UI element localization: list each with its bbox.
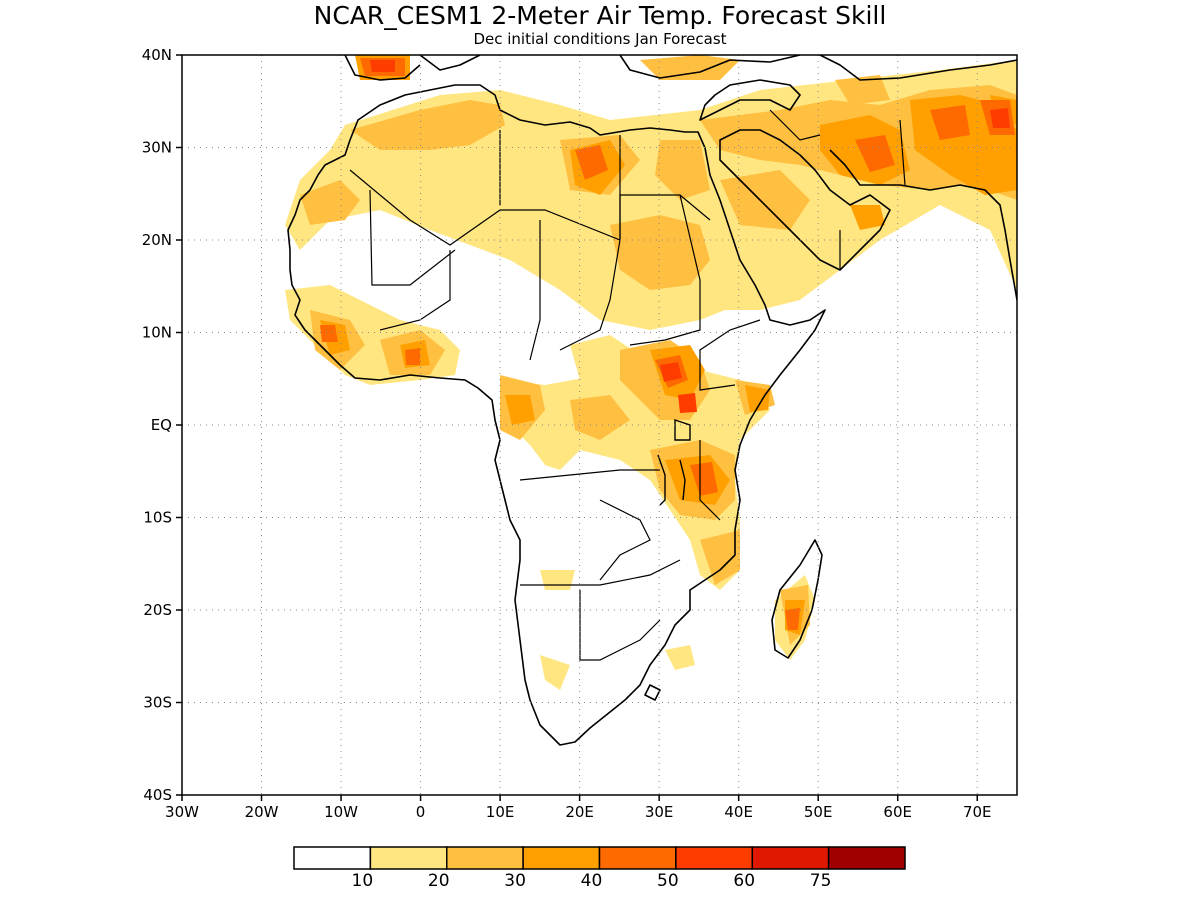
lon-tick-label: 40E [724, 803, 753, 821]
lat-tick-label: EQ [151, 416, 172, 434]
lat-tick-label: 30S [143, 694, 172, 712]
lat-tick-label: 20N [142, 231, 172, 249]
colorbar-swatch [827, 846, 906, 870]
colorbar-label: 20 [428, 871, 450, 891]
colorbar-label: 40 [581, 871, 603, 891]
lon-tick-label: 20E [565, 803, 594, 821]
lon-axis: 30W 20W 10W 0 10E 20E 30E 40E 50E 60E 70E [165, 795, 992, 821]
lakes [657, 419, 691, 506]
colorbar-label: 60 [733, 871, 755, 891]
colorbar-swatch [522, 846, 601, 870]
colorbar-swatch [751, 846, 830, 870]
country-borders [349, 109, 906, 661]
lat-tick-label: 10N [142, 324, 172, 342]
skill-50-60-shading [370, 60, 1010, 413]
lat-tick-label: 10S [143, 509, 172, 527]
lon-tick-label: 10E [486, 803, 515, 821]
lat-tick-label: 40N [142, 46, 172, 64]
lat-tick-label: 40S [143, 786, 172, 804]
colorbar-label: 10 [352, 871, 374, 891]
lon-tick-label: 30E [645, 803, 674, 821]
chart-subtitle: Dec initial conditions Jan Forecast [473, 30, 726, 48]
colorbar-label: 50 [657, 871, 679, 891]
colorbar-label: 75 [810, 871, 832, 891]
colorbar-swatch [675, 846, 753, 870]
lon-tick-label: 20W [245, 803, 279, 821]
lon-tick-label: 30W [165, 803, 199, 821]
lon-tick-label: 60E [883, 803, 912, 821]
colorbar-swatch [369, 846, 448, 870]
colorbar-label: 30 [504, 871, 526, 891]
colorbar: 10 20 30 40 50 60 75 [293, 846, 906, 891]
lon-tick-label: 70E [963, 803, 992, 821]
colorbar-swatch [293, 846, 372, 870]
lon-tick-label: 50E [804, 803, 833, 821]
colorbar-swatch [598, 846, 677, 870]
lon-tick-label: 0 [416, 803, 426, 821]
chart-title: NCAR_CESM1 2-Meter Air Temp. Forecast Sk… [314, 1, 887, 30]
lat-tick-label: 30N [142, 139, 172, 157]
lat-tick-label: 20S [143, 601, 172, 619]
lon-tick-label: 10W [324, 803, 358, 821]
lat-axis: 40N 30N 20N 10N EQ 10S 20S 30S 40S [142, 46, 182, 804]
map-area [285, 55, 1017, 746]
colorbar-swatch [446, 846, 524, 870]
